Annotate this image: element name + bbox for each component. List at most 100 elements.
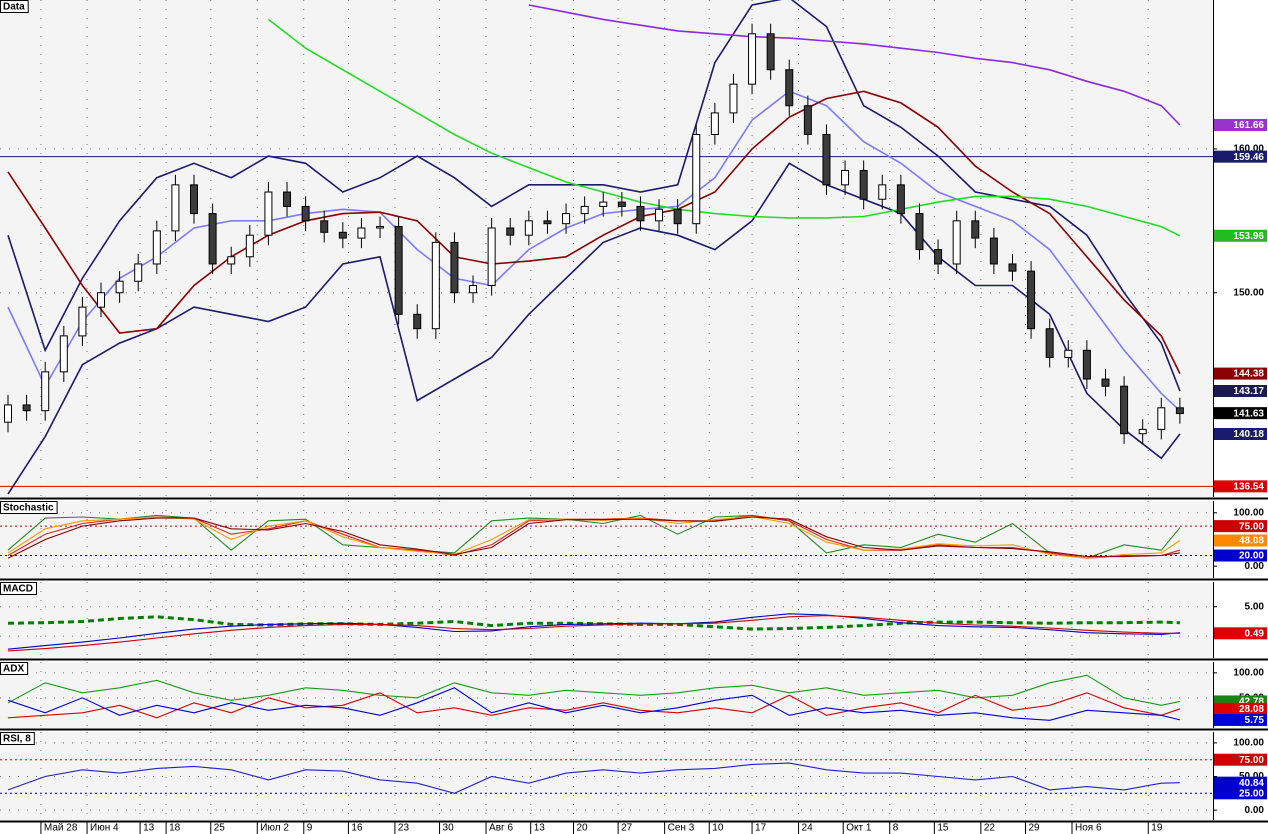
candle-body xyxy=(264,191,273,236)
candle-body xyxy=(673,208,682,225)
x-tick-label: Авг 6 xyxy=(489,823,513,834)
series-line xyxy=(7,515,1181,559)
candle-body xyxy=(655,208,664,222)
panel-title-box xyxy=(0,582,37,595)
series-line xyxy=(267,18,1181,237)
candle-body xyxy=(803,105,812,135)
x-tick-label: 10 xyxy=(712,823,724,834)
value-tag-label: 75.00 xyxy=(1239,755,1264,766)
candle-body xyxy=(729,83,738,114)
candle-body xyxy=(376,226,385,229)
candle-body xyxy=(766,33,775,71)
value-tag-label: 20.00 xyxy=(1239,551,1264,562)
candle-body xyxy=(562,213,571,225)
candle-body xyxy=(543,220,552,225)
plot-layer xyxy=(7,514,1181,559)
value-tag xyxy=(1214,520,1267,533)
panel-title: Data xyxy=(3,2,25,13)
candle-body xyxy=(1120,385,1129,435)
series-line xyxy=(7,687,1181,721)
y-tick-label: 50.00 xyxy=(1239,771,1264,782)
plot-area xyxy=(0,501,1213,578)
candle-body xyxy=(1101,378,1110,387)
candle-body xyxy=(469,285,478,294)
x-tick-label: 13 xyxy=(143,823,155,834)
y-tick-label: 160.00 xyxy=(1233,144,1264,155)
candle-body xyxy=(171,184,180,232)
candle-body xyxy=(78,306,87,337)
x-tick-label: 15 xyxy=(937,823,949,834)
value-tag-label: 40.84 xyxy=(1239,778,1264,789)
candle-body xyxy=(190,184,199,215)
value-tag xyxy=(1214,407,1267,420)
candle-body xyxy=(283,191,292,207)
x-tick-label: 9 xyxy=(307,823,313,834)
value-tag xyxy=(1214,713,1267,726)
candle-body xyxy=(227,256,236,265)
panel-title-box xyxy=(0,0,29,13)
candle-body xyxy=(357,227,366,239)
series-line xyxy=(7,692,1181,719)
series-line xyxy=(7,615,1180,631)
candle-body xyxy=(710,112,719,135)
y-tick-label: 100.00 xyxy=(1233,667,1264,678)
candle-body xyxy=(915,213,924,251)
x-tick-label: Июн 4 xyxy=(90,823,119,834)
plot-layer xyxy=(7,762,1180,794)
candle-body xyxy=(3,404,12,423)
x-tick-label: 20 xyxy=(576,823,588,834)
y-tick-label: 100.00 xyxy=(1233,507,1264,518)
plot-area xyxy=(0,0,1213,497)
value-tag xyxy=(1214,627,1267,640)
value-tag-label: 0.49 xyxy=(1245,628,1265,639)
value-tag xyxy=(1214,534,1267,547)
value-tag-label: 159.46 xyxy=(1233,152,1264,163)
candle-body xyxy=(338,231,347,239)
value-tag-label: 153.96 xyxy=(1233,231,1264,242)
plot-layer xyxy=(7,613,1180,652)
x-tick-label: Ноя 6 xyxy=(1075,823,1102,834)
panel-title: Stochastic xyxy=(3,503,54,514)
x-tick-label: 17 xyxy=(755,823,767,834)
y-tick-label: 5.00 xyxy=(1245,601,1265,612)
plot-layer xyxy=(7,674,1181,721)
candle-body xyxy=(487,227,496,287)
value-tag-label: 143.17 xyxy=(1233,386,1264,397)
series-line xyxy=(7,514,1181,559)
x-tick-label: 22 xyxy=(984,823,996,834)
candle-body xyxy=(245,234,254,258)
candle-body xyxy=(134,263,143,282)
candle-body xyxy=(413,313,422,330)
panel-title-box xyxy=(0,501,58,514)
x-tick-label: Окт 1 xyxy=(846,823,872,834)
candle-body xyxy=(320,220,329,233)
x-tick-label: 23 xyxy=(398,823,410,834)
value-tag-label: 28.08 xyxy=(1239,704,1264,715)
series-line xyxy=(528,4,1181,126)
value-tag xyxy=(1214,702,1267,715)
x-tick-label: 25 xyxy=(214,823,226,834)
candle-body xyxy=(97,292,106,308)
x-tick-label: 18 xyxy=(169,823,181,834)
candle-body xyxy=(1157,407,1166,430)
series-line xyxy=(7,90,1181,374)
candle-body xyxy=(599,201,608,207)
value-tag xyxy=(1214,384,1267,397)
x-tick-label: Май 28 xyxy=(44,823,78,834)
series-line xyxy=(7,516,1180,559)
x-tick-label: 8 xyxy=(893,823,899,834)
candle-body xyxy=(394,226,403,315)
candle-body xyxy=(1138,428,1147,435)
candle-body xyxy=(1064,349,1073,358)
value-tag xyxy=(1214,229,1267,242)
candle-body xyxy=(878,184,887,200)
candle-body xyxy=(506,227,515,236)
value-tag xyxy=(1214,367,1267,380)
candle-body xyxy=(748,33,757,85)
value-tag xyxy=(1214,776,1267,789)
panel-title: MACD xyxy=(3,584,33,595)
candle-body xyxy=(152,230,161,265)
candle-body xyxy=(822,133,831,186)
plot-area xyxy=(0,732,1213,820)
